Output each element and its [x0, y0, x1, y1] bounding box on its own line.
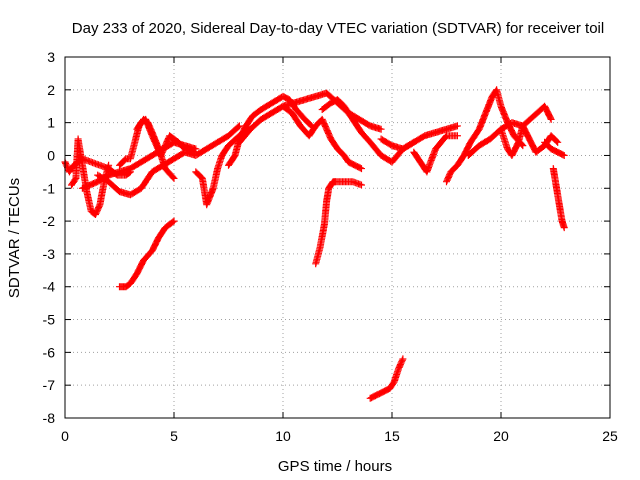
- series-track-16: [377, 122, 461, 153]
- data-points: [331, 178, 365, 189]
- data-points: [312, 178, 339, 268]
- plot-frame: [64, 56, 611, 419]
- data-points: [410, 132, 461, 176]
- x-axis-label: GPS time / hours: [278, 458, 392, 475]
- y-tick-label: -6: [43, 344, 56, 360]
- y-tick-label: 2: [47, 82, 55, 98]
- series-track-18: [443, 86, 527, 186]
- y-tick-label: -7: [43, 377, 56, 393]
- series-track-11: [279, 102, 365, 173]
- y-tick-label: -3: [43, 246, 56, 262]
- data-points: [497, 122, 562, 159]
- data-points: [377, 122, 461, 153]
- y-tick-label: -4: [43, 279, 56, 295]
- data-points: [116, 217, 178, 291]
- x-tick-label: 5: [170, 428, 178, 444]
- data-points: [366, 355, 407, 402]
- axis-ticks: 0 5 10 15 20 25 -8 -7 -6 -5 -4 -3 -2 -1 0 1 2 3: [43, 49, 618, 444]
- y-axis-label: SDTVAR / TECUs: [6, 178, 23, 298]
- y-tick-label: -8: [43, 410, 56, 426]
- data-points: [541, 138, 568, 159]
- y-tick-label: 3: [47, 49, 55, 65]
- y-tick-label: 0: [47, 147, 55, 163]
- y-tick-label: -2: [43, 213, 56, 229]
- data-points: [133, 115, 200, 159]
- series-track-7: [116, 217, 178, 291]
- series-track-17: [410, 132, 461, 176]
- y-tick-label: 1: [47, 115, 55, 131]
- x-tick-label: 10: [275, 428, 291, 444]
- x-tick-label: 15: [384, 428, 400, 444]
- y-tick-label: -1: [43, 180, 56, 196]
- series-track-12: [312, 178, 339, 268]
- grid: [65, 57, 610, 418]
- data-points: [279, 102, 365, 173]
- series-track-6: [133, 115, 200, 159]
- series-track-22: [549, 165, 568, 232]
- series-track-19: [464, 102, 555, 159]
- x-tick-label: 0: [61, 428, 69, 444]
- series-track-15: [366, 355, 407, 402]
- series-track-20: [497, 122, 562, 159]
- y-tick-label: -5: [43, 312, 56, 328]
- series-track-13: [331, 178, 365, 189]
- data-points: [549, 165, 568, 232]
- series-track-21: [541, 138, 568, 159]
- x-tick-label: 25: [602, 428, 618, 444]
- data-points: [443, 86, 527, 186]
- chart-title: Day 233 of 2020, Sidereal Day-to-day VTE…: [72, 20, 604, 37]
- data-points: [464, 102, 555, 159]
- data-series: [61, 86, 568, 402]
- x-tick-label: 20: [493, 428, 509, 444]
